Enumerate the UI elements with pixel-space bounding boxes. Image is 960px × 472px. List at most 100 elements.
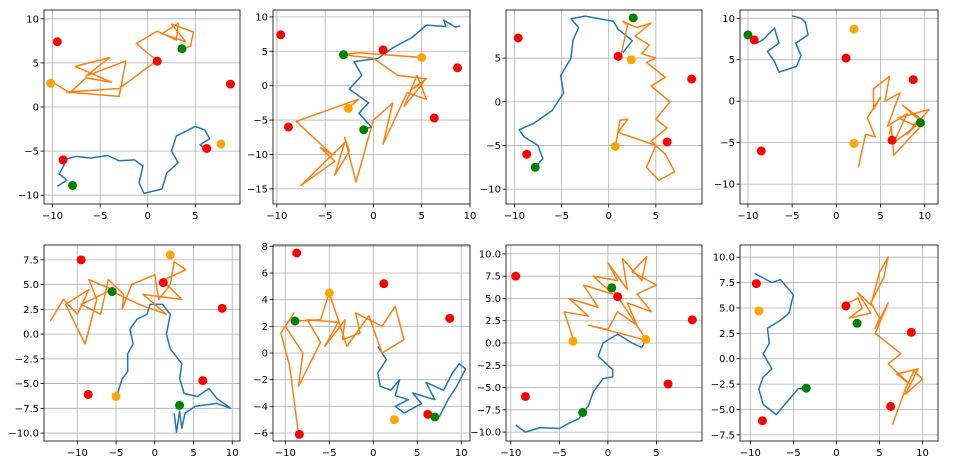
blue-path-line	[754, 272, 807, 416]
y-tick-label: −5	[24, 147, 39, 158]
green-point	[175, 400, 185, 410]
y-tick-label: 5	[33, 58, 39, 69]
y-tick-label: 7.5	[485, 272, 501, 283]
y-tick-label: 10	[26, 14, 39, 25]
x-tick-label: 10	[464, 211, 477, 222]
y-tick-label: −5.0	[15, 379, 39, 390]
green-point	[68, 180, 78, 190]
red-point	[906, 327, 916, 337]
red-point	[83, 389, 93, 399]
x-tick-label: 10	[455, 448, 468, 459]
y-tick-label: 0	[729, 97, 735, 108]
green-point	[359, 125, 369, 135]
green-point	[430, 412, 440, 422]
green-point	[915, 118, 925, 128]
x-tick-label: −5	[786, 448, 801, 459]
blue-path-line	[376, 345, 467, 418]
y-tick-label: −10	[247, 150, 268, 161]
yellow-point	[754, 306, 764, 316]
x-tick-label: 0	[145, 211, 151, 222]
red-point	[158, 278, 168, 288]
subplot-2: −10 −5 0 5 10 −15 −10 −5 0 5 10	[247, 9, 477, 222]
axes-frame	[43, 244, 241, 442]
x-tick-label: −5	[554, 211, 569, 222]
yellow-point	[343, 103, 353, 113]
blue-path-line	[115, 303, 232, 433]
y-tick-label: 10.0	[713, 253, 735, 264]
y-tick-label: −2.5	[15, 354, 39, 365]
green-point	[107, 287, 117, 297]
red-point	[757, 416, 767, 426]
yellow-point	[641, 334, 651, 344]
y-tick-label: 0.0	[23, 330, 39, 341]
x-tick-label: 5	[192, 211, 198, 222]
red-point	[152, 56, 162, 66]
red-point	[887, 135, 897, 145]
green-point	[578, 407, 588, 417]
y-tick-label: 2	[262, 322, 268, 333]
y-tick-label: −5	[486, 141, 501, 152]
x-tick-label: −10	[266, 211, 287, 222]
green-point	[801, 383, 811, 393]
y-tick-label: −6	[253, 429, 268, 440]
orange-path-line	[563, 255, 658, 342]
green-point	[338, 50, 348, 60]
y-tick-label: −2.5	[711, 380, 735, 391]
subplot-5: −10 −5 0 5 10 −10.0 −7.5 −5.0 −2.5 0.0 2.5 5.0 7.5	[8, 244, 241, 459]
orange-path-line	[52, 22, 195, 98]
orange-path-line	[49, 261, 187, 345]
axes-frame	[739, 9, 939, 205]
y-tick-label: 0	[262, 81, 268, 92]
red-point	[841, 301, 851, 311]
blue-path-line	[56, 125, 211, 195]
y-tick-label: 6	[262, 269, 268, 280]
red-point	[513, 33, 523, 43]
y-tick-label: 5.0	[23, 280, 39, 291]
x-tick-label: 5	[653, 448, 659, 459]
yellow-point	[610, 141, 620, 151]
yellow-point	[626, 55, 636, 65]
x-tick-label: 5	[653, 211, 659, 222]
y-tick-label: −10	[480, 185, 501, 196]
red-point	[662, 137, 672, 147]
y-tick-label: −5.0	[711, 405, 735, 416]
y-tick-label: −5	[253, 116, 268, 127]
x-tick-label: −10	[500, 448, 521, 459]
red-point	[58, 155, 68, 165]
red-point	[749, 35, 759, 45]
y-tick-label: −5.0	[477, 383, 501, 394]
red-point	[423, 409, 433, 419]
axes-frame	[272, 9, 471, 205]
x-tick-label: −10	[737, 211, 758, 222]
yellow-point	[46, 78, 56, 88]
x-tick-label: −10	[740, 448, 761, 459]
y-tick-label: −5	[720, 138, 735, 149]
y-tick-label: 10	[255, 12, 268, 23]
red-point	[217, 303, 227, 313]
red-point	[908, 75, 918, 85]
axes-frame	[505, 9, 703, 205]
red-point	[283, 122, 293, 132]
green-point	[177, 44, 187, 54]
y-tick-label: 5	[729, 55, 735, 66]
y-tick-label: 0.0	[719, 354, 735, 365]
y-tick-label: 7.5	[23, 255, 39, 266]
y-tick-label: 0.0	[485, 339, 501, 350]
y-tick-label: −7.5	[477, 405, 501, 416]
y-tick-label: −10.0	[470, 428, 501, 439]
yellow-point	[216, 139, 226, 149]
orange-path-line	[614, 20, 676, 182]
x-tick-label: −5	[93, 211, 108, 222]
y-tick-label: 10.0	[479, 249, 501, 260]
subplot-3: −10 −5 0 5 −10 −5 0 5	[480, 9, 703, 222]
red-point	[52, 37, 62, 47]
x-tick-label: −5	[318, 211, 333, 222]
yellow-point	[111, 391, 121, 401]
axes-frame	[739, 244, 939, 442]
yellow-point	[165, 250, 175, 260]
y-tick-label: −10.0	[8, 429, 39, 440]
red-point	[613, 292, 623, 302]
x-tick-label: −5	[552, 448, 567, 459]
orange-path-line	[280, 292, 405, 435]
green-point	[607, 283, 617, 293]
